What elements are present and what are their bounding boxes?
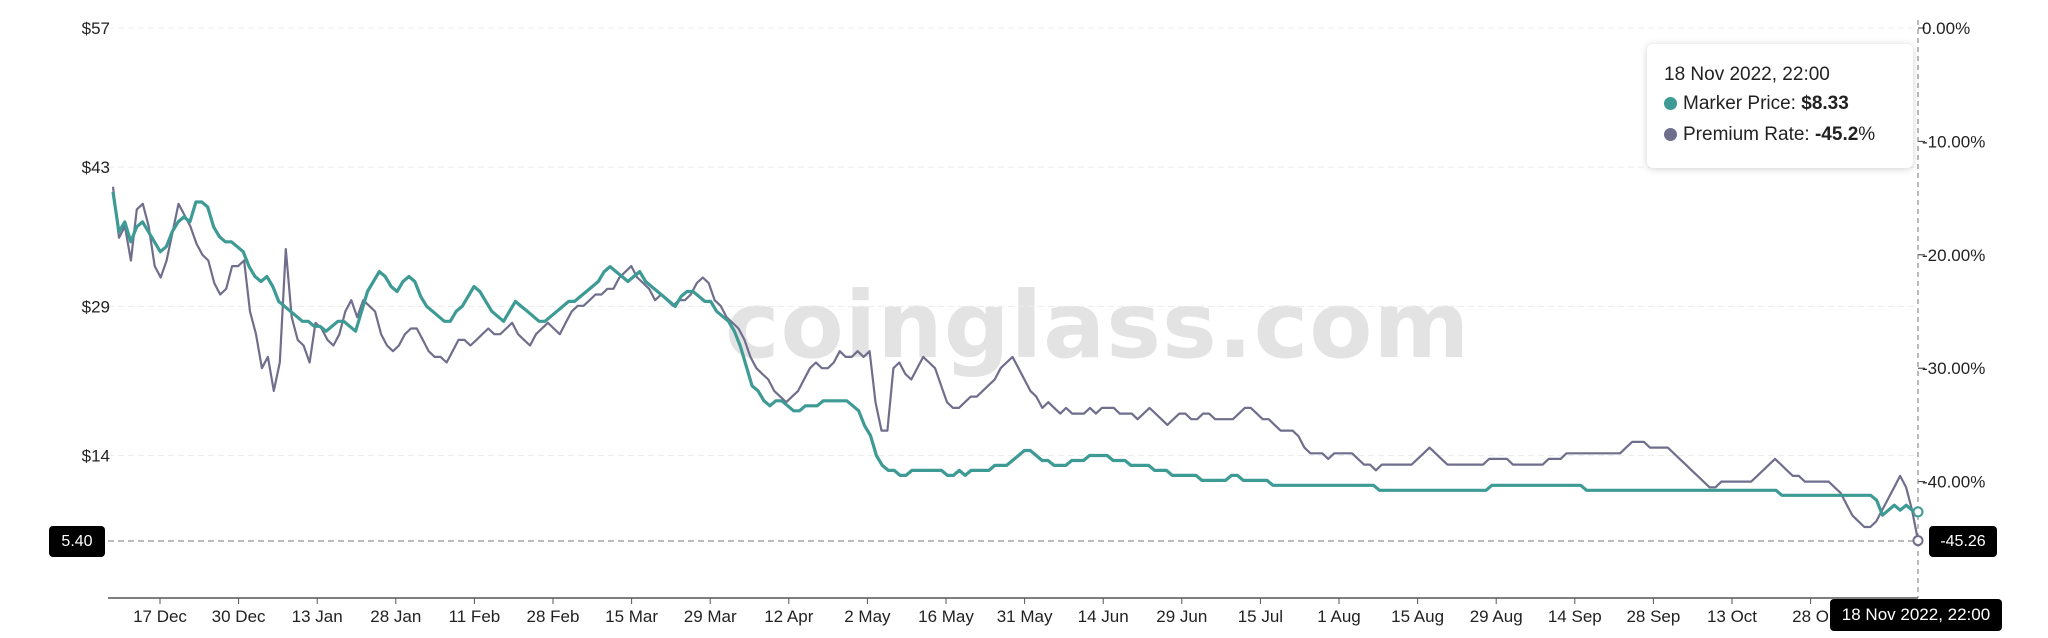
crosshair-left-value: 5.40 (49, 526, 105, 557)
tooltip-price-value: $8.33 (1801, 93, 1849, 114)
x-tick-label: 28 O (1792, 607, 1829, 626)
x-tick-label: 16 May (918, 607, 974, 626)
tooltip-price-label: Marker Price: (1683, 93, 1802, 114)
price-dot-icon (1664, 97, 1677, 110)
series-layer (111, 186, 1924, 547)
tooltip-date: 18 Nov 2022, 22:00 (1664, 64, 1830, 85)
right-tick-label: -30.00% (1922, 359, 1985, 378)
x-tick-label: 2 May (844, 607, 891, 626)
left-tick-label: $43 (82, 158, 110, 177)
grid-layer (108, 27, 1918, 456)
left-tick-label: $29 (82, 297, 110, 316)
right-tick-label: -20.00% (1922, 246, 1985, 265)
x-tick-label: 28 Jan (370, 607, 421, 626)
tooltip-rate-unit: % (1858, 124, 1876, 145)
x-tick-label: 13 Oct (1707, 607, 1757, 626)
right-tick-label: -10.00% (1922, 132, 1985, 151)
tooltip-rate-label: Premium Rate: (1683, 124, 1815, 145)
x-tick-label: 14 Sep (1548, 607, 1602, 626)
x-tick-label: 29 Jun (1156, 607, 1207, 626)
x-tick-label: 15 Aug (1391, 607, 1444, 626)
tooltip-rate-row: Premium Rate: -45.2% (1664, 124, 1875, 146)
x-tick-label: 11 Feb (449, 607, 501, 626)
tooltip: 18 Nov 2022, 22:00 Marker Price: $8.33 P… (1647, 44, 1913, 168)
x-tick-label: 15 Jul (1238, 607, 1283, 626)
crosshair-right-value: -45.26 (1929, 526, 1997, 557)
x-axis: 17 Dec 30 Dec 13 Jan 28 Jan 11 Feb 28 Feb 15 M… (133, 598, 1829, 626)
right-tick-label: 0.00% (1922, 19, 1970, 38)
premium-rate-line (111, 186, 1920, 541)
x-tick-label: 13 Jan (292, 607, 343, 626)
tooltip-rate-value: -45.2 (1814, 124, 1859, 145)
rate-dot-icon (1664, 128, 1677, 141)
x-tick-label: 29 Mar (684, 607, 737, 626)
x-tick-label: 28 Feb (527, 607, 580, 626)
x-tick-label: 14 Jun (1078, 607, 1129, 626)
x-tick-label: 28 Sep (1626, 607, 1680, 626)
x-tick-label: 1 Aug (1317, 607, 1361, 626)
watermark: coinglass.com (725, 272, 1470, 379)
marker-price-point (1912, 506, 1924, 518)
crosshair-x-label: 18 Nov 2022, 22:00 (1830, 599, 2002, 631)
right-axis: 0.00% -10.00% -20.00% -30.00% -40.00% (1918, 19, 1985, 492)
left-tick-label: $14 (82, 447, 110, 466)
x-tick-label: 30 Dec (212, 607, 266, 626)
premium-rate-point (1912, 535, 1924, 547)
x-tick-label: 15 Mar (605, 607, 658, 626)
x-tick-label: 29 Aug (1470, 607, 1523, 626)
left-axis: $57 $43 $29 $14 (82, 19, 110, 466)
right-tick-label: -40.00% (1922, 473, 1985, 492)
x-tick-label: 17 Dec (133, 607, 187, 626)
tooltip-price-row: Marker Price: $8.33 (1664, 93, 1849, 115)
x-tick-label: 31 May (997, 607, 1053, 626)
left-tick-label: $57 (82, 19, 110, 38)
marker-price-line (111, 191, 1919, 517)
x-tick-label: 12 Apr (764, 607, 813, 626)
